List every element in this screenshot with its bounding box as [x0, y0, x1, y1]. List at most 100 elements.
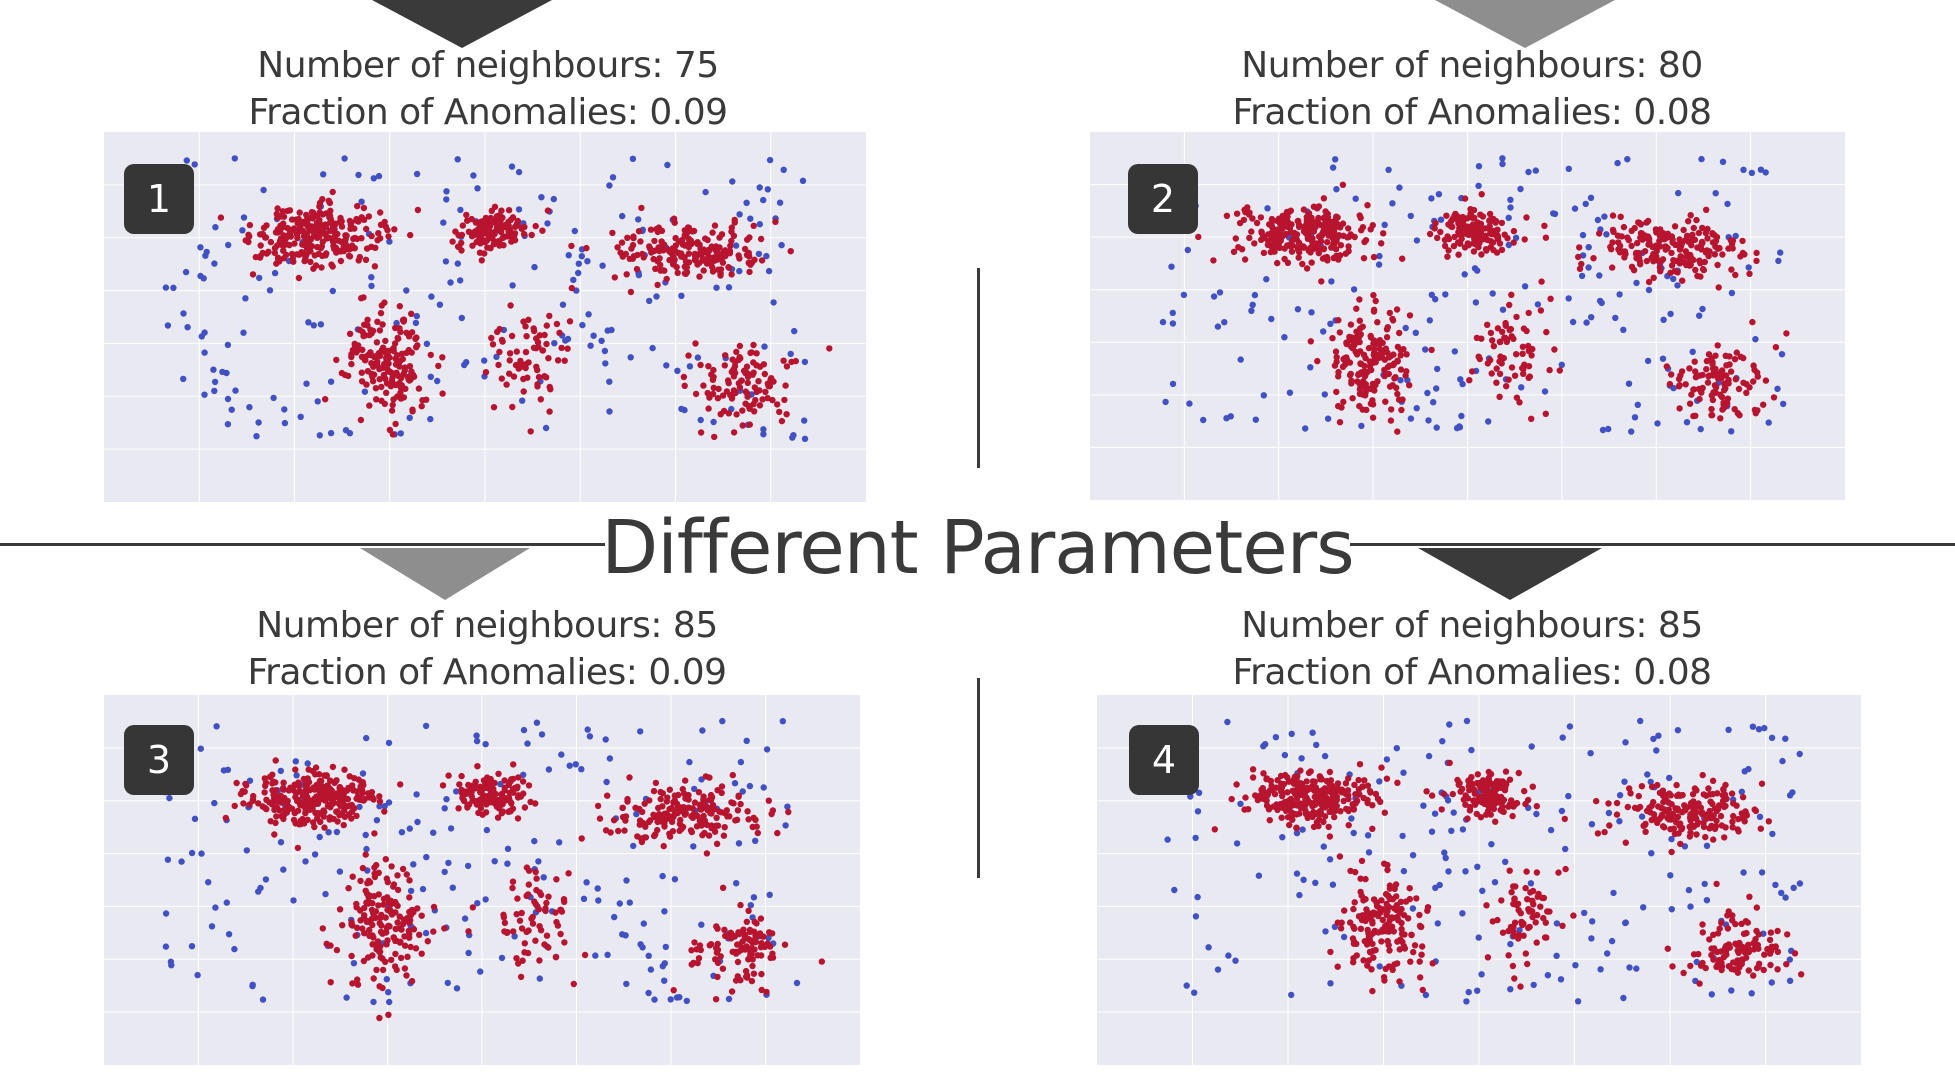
scatter-point	[1194, 808, 1202, 815]
scatter-point	[1225, 952, 1232, 959]
scatter-point	[1264, 790, 1272, 798]
scatter-point	[1339, 181, 1347, 188]
scatter-point	[683, 997, 690, 1005]
scatter-point	[1297, 780, 1304, 787]
scatter-point	[327, 979, 334, 986]
scatter-point	[1656, 264, 1663, 271]
scatter-point	[162, 284, 170, 291]
scatter-point	[1487, 329, 1495, 337]
scatter-point	[1644, 771, 1651, 778]
scatter-point	[1388, 925, 1395, 933]
scatter-point	[1489, 290, 1496, 297]
scatter-point	[249, 981, 256, 988]
scatter-point	[184, 324, 191, 331]
scatter-point	[211, 387, 218, 395]
scatter-point	[1502, 768, 1510, 775]
scatter-point	[1753, 249, 1760, 257]
scatter-point	[455, 805, 462, 812]
scatter-point	[1570, 912, 1577, 919]
scatter-point	[729, 178, 736, 185]
scatter-point	[364, 316, 371, 323]
scatter-point	[224, 421, 232, 428]
scatter-point	[1490, 782, 1497, 790]
scatter-point	[487, 219, 495, 226]
scatter-point	[1692, 368, 1699, 375]
scatter-point	[375, 230, 382, 237]
scatter-point	[1752, 336, 1759, 343]
scatter-point	[719, 392, 727, 399]
scatter-point	[1518, 384, 1525, 391]
scatter-point	[1487, 770, 1495, 778]
scatter-point	[1559, 734, 1566, 741]
scatter-point	[371, 873, 379, 881]
scatter-point	[494, 814, 502, 821]
scatter-point	[274, 242, 281, 249]
scatter-point	[654, 281, 661, 289]
scatter-point	[1195, 789, 1203, 796]
scatter-point	[272, 819, 279, 827]
scatter-point	[478, 799, 486, 806]
scatter-point	[670, 215, 678, 222]
scatter-point	[350, 960, 358, 967]
scatter-plot-2: 2	[1090, 132, 1845, 500]
scatter-point	[1364, 832, 1372, 839]
scatter-point	[1576, 244, 1583, 251]
scatter-point	[255, 888, 262, 895]
scatter-point	[239, 787, 246, 795]
scatter-point	[716, 808, 723, 815]
scatter-point	[407, 231, 414, 239]
scatter-point	[654, 826, 661, 834]
scatter-point	[1397, 366, 1405, 373]
scatter-point	[484, 244, 491, 251]
scatter-point	[1490, 343, 1497, 350]
scatter-point	[1746, 384, 1753, 391]
scatter-point	[697, 416, 704, 424]
scatter-point	[1510, 883, 1517, 890]
scatter-point	[1342, 780, 1350, 787]
scatter-point	[1774, 948, 1782, 955]
scatter-point	[801, 435, 809, 442]
scatter-point	[364, 322, 371, 329]
scatter-point	[1493, 778, 1501, 785]
scatter-point	[410, 861, 417, 868]
scatter-point	[394, 393, 401, 400]
scatter-point	[1395, 917, 1402, 924]
panel-badge-3: 3	[124, 725, 194, 795]
scatter-point	[1389, 966, 1396, 973]
scatter-point	[714, 787, 721, 794]
scatter-point	[453, 788, 460, 795]
scatter-point	[509, 884, 516, 892]
scatter-point	[1572, 962, 1579, 969]
scatter-point	[1633, 965, 1640, 972]
scatter-point	[1687, 799, 1695, 807]
scatter-point	[394, 886, 402, 894]
scatter-point	[1322, 254, 1329, 261]
scatter-point	[1251, 291, 1259, 299]
scatter-point	[416, 931, 423, 938]
scatter-point	[427, 415, 434, 423]
scatter-point	[1366, 358, 1374, 365]
scatter-point	[1356, 386, 1364, 393]
scatter-point	[356, 803, 363, 811]
scatter-point	[705, 363, 712, 370]
scatter-point	[1645, 286, 1653, 294]
scatter-point	[1383, 775, 1391, 782]
scatter-point	[341, 766, 348, 773]
scatter-point	[1608, 937, 1616, 945]
scatter-point	[1768, 734, 1776, 741]
scatter-point	[397, 938, 404, 945]
scatter-point	[1555, 869, 1562, 876]
scatter-point	[445, 772, 452, 779]
scatter-point	[511, 933, 518, 940]
scatter-point	[1472, 299, 1480, 306]
scatter-point	[756, 402, 764, 409]
scatter-point	[292, 758, 299, 765]
scatter-point	[1728, 987, 1735, 994]
scatter-point	[1708, 945, 1715, 952]
scatter-point	[329, 763, 337, 771]
scatter-point	[280, 866, 287, 873]
scatter-point	[1327, 948, 1334, 956]
scatter-point	[385, 739, 393, 747]
scatter-point	[1774, 966, 1781, 973]
scatter-point	[1433, 385, 1440, 392]
